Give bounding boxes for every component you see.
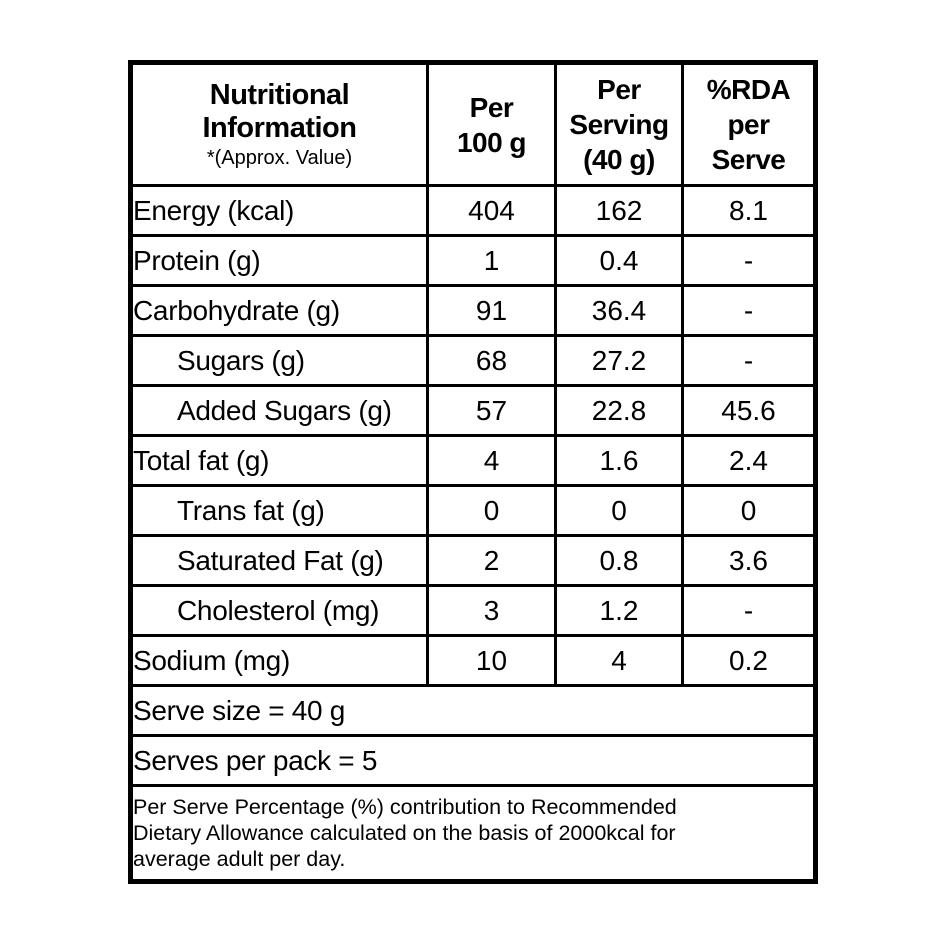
row-label: Cholesterol (mg) (129, 584, 429, 637)
value-per-100g: 0 (426, 484, 557, 537)
table-row-sodium: Sodium (mg) 10 4 0.2 (129, 634, 817, 687)
value-per-100g: 68 (426, 334, 557, 387)
value-per-serving: 162 (554, 184, 684, 237)
row-label: Energy (kcal) (129, 184, 429, 237)
value-per-100g: 1 (426, 234, 557, 287)
serve-size-row: Serve size = 40 g (129, 684, 817, 737)
value-per-serving: 0 (554, 484, 684, 537)
table-row-cholesterol: Cholesterol (mg) 3 1.2 - (129, 584, 817, 637)
value-per-100g: 4 (426, 434, 557, 487)
serves-per-pack-row: Serves per pack = 5 (129, 734, 817, 787)
value-rda-per-serve: - (681, 584, 817, 637)
table-row-added-sugars: Added Sugars (g) 57 22.8 45.6 (129, 384, 817, 437)
row-label: Carbohydrate (g) (129, 284, 429, 337)
value-per-serving: 1.2 (554, 584, 684, 637)
row-label: Protein (g) (129, 234, 429, 287)
table-row-carbohydrate: Carbohydrate (g) 91 36.4 - (129, 284, 817, 337)
header-rda-per-serve: %RDA per Serve (681, 61, 817, 187)
value-per-serving: 22.8 (554, 384, 684, 437)
row-label: Saturated Fat (g) (129, 534, 429, 587)
table-row-trans-fat: Trans fat (g) 0 0 0 (129, 484, 817, 537)
rda-note-text: Per Serve Percentage (%) contribution to… (133, 795, 677, 871)
value-per-100g: 404 (426, 184, 557, 237)
nutrition-table: Nutritional Information *(Approx. Value)… (128, 60, 818, 884)
row-label: Sodium (mg) (129, 634, 429, 687)
table-row-energy: Energy (kcal) 404 162 8.1 (129, 184, 817, 237)
serve-size-text: Serve size = 40 g (129, 684, 817, 737)
value-per-100g: 10 (426, 634, 557, 687)
table-row-saturated-fat: Saturated Fat (g) 2 0.8 3.6 (129, 534, 817, 587)
table-row-total-fat: Total fat (g) 4 1.6 2.4 (129, 434, 817, 487)
serves-per-pack-text: Serves per pack = 5 (129, 734, 817, 787)
row-label: Added Sugars (g) (129, 384, 429, 437)
row-label: Trans fat (g) (129, 484, 429, 537)
rda-note-cell: Per Serve Percentage (%) contribution to… (129, 784, 817, 883)
value-rda-per-serve: 8.1 (681, 184, 817, 237)
value-per-serving: 0.8 (554, 534, 684, 587)
row-label: Total fat (g) (129, 434, 429, 487)
header-per-serving: Per Serving (40 g) (554, 61, 684, 187)
value-rda-per-serve: - (681, 234, 817, 287)
table-title: Nutritional Information (202, 78, 358, 144)
value-per-serving: 36.4 (554, 284, 684, 337)
value-rda-per-serve: 0 (681, 484, 817, 537)
table-row-protein: Protein (g) 1 0.4 - (129, 234, 817, 287)
value-per-100g: 91 (426, 284, 557, 337)
table-header-row: Nutritional Information *(Approx. Value)… (129, 61, 817, 187)
value-per-serving: 4 (554, 634, 684, 687)
header-nutritional-information-cell: Nutritional Information *(Approx. Value) (129, 61, 429, 187)
table-row-sugars: Sugars (g) 68 27.2 - (129, 334, 817, 387)
value-per-serving: 0.4 (554, 234, 684, 287)
value-rda-per-serve: - (681, 334, 817, 387)
value-per-100g: 57 (426, 384, 557, 437)
value-rda-per-serve: 3.6 (681, 534, 817, 587)
value-rda-per-serve: 2.4 (681, 434, 817, 487)
value-per-serving: 1.6 (554, 434, 684, 487)
value-per-100g: 3 (426, 584, 557, 637)
row-label: Sugars (g) (129, 334, 429, 387)
value-rda-per-serve: - (681, 284, 817, 337)
value-rda-per-serve: 0.2 (681, 634, 817, 687)
value-rda-per-serve: 45.6 (681, 384, 817, 437)
value-per-serving: 27.2 (554, 334, 684, 387)
table-subtitle: *(Approx. Value) (206, 146, 353, 169)
value-per-100g: 2 (426, 534, 557, 587)
header-per-100g: Per 100 g (426, 61, 557, 187)
rda-note-row: Per Serve Percentage (%) contribution to… (129, 784, 817, 883)
